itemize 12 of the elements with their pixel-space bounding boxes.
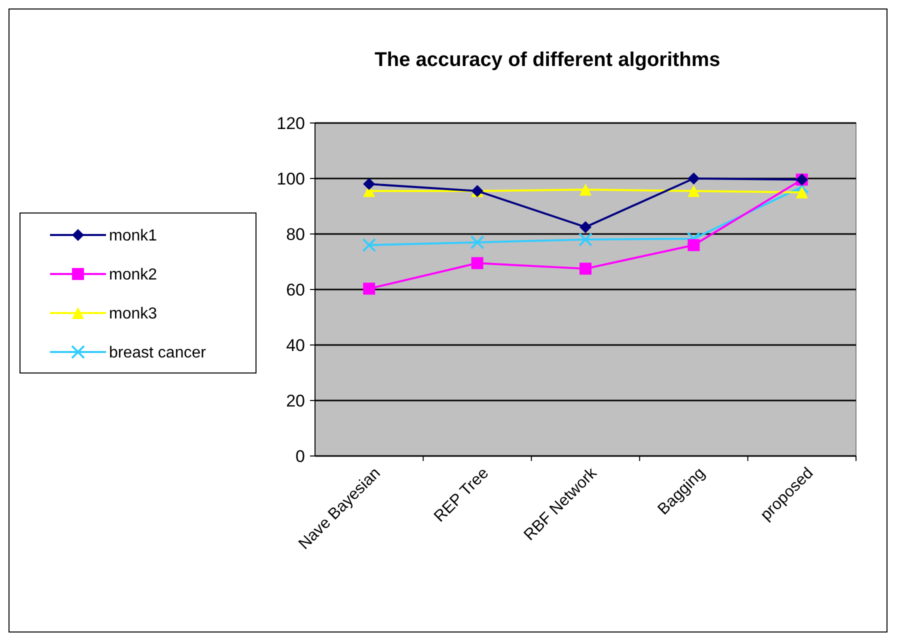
y-tick-label: 40 [286,336,305,355]
y-tick-label: 20 [286,391,305,410]
legend-label: breast cancer [109,344,207,362]
legend-label: monk2 [109,266,158,284]
y-tick-label: 80 [286,224,305,244]
chart-title: The accuracy of different algorithms [374,49,720,71]
legend-label: monk3 [109,306,158,323]
y-tick-label: 0 [296,446,305,466]
legend-label: monk1 [109,228,158,245]
y-tick-label: 60 [286,280,305,300]
y-tick-label: 100 [276,169,305,188]
y-tick-label: 120 [276,114,305,133]
